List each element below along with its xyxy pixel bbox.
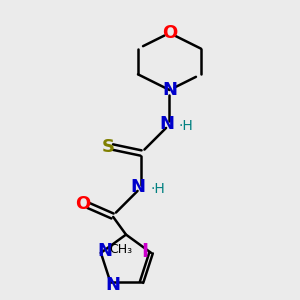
- Text: N: N: [130, 178, 146, 196]
- Text: CH₃: CH₃: [110, 243, 133, 256]
- Text: ·H: ·H: [150, 182, 165, 196]
- Text: N: N: [97, 242, 112, 260]
- Text: N: N: [105, 276, 120, 294]
- Text: N: N: [159, 116, 174, 134]
- Text: S: S: [101, 138, 115, 156]
- Text: O: O: [162, 24, 177, 42]
- Text: ·H: ·H: [178, 119, 194, 133]
- Text: O: O: [76, 195, 91, 213]
- Text: N: N: [162, 81, 177, 99]
- Text: I: I: [141, 242, 148, 261]
